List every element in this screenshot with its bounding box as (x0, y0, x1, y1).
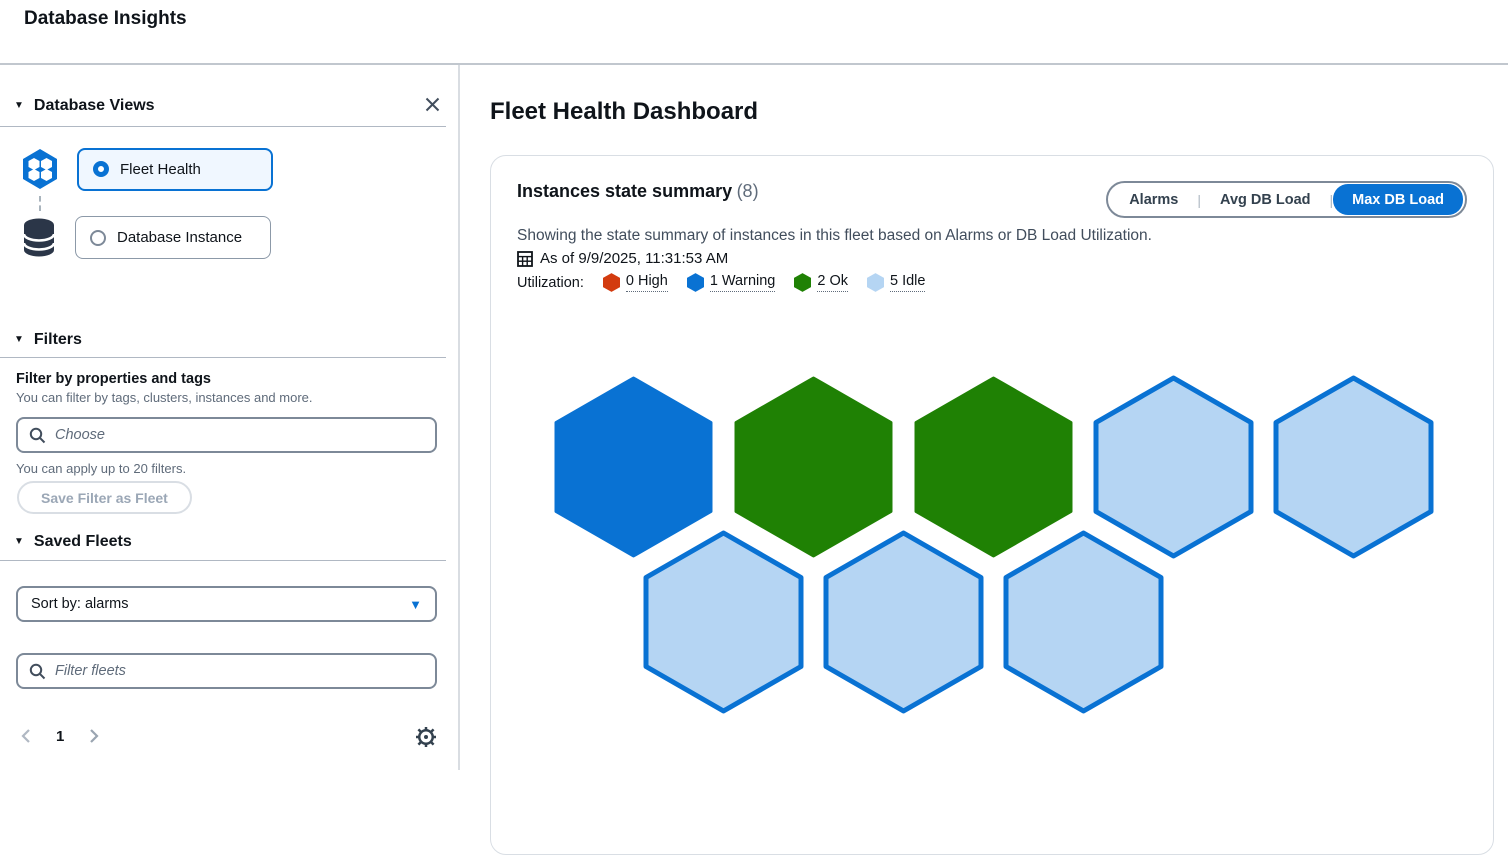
current-page[interactable]: 1 (56, 727, 65, 745)
save-filter-as-fleet-button[interactable]: Save Filter as Fleet (17, 481, 192, 514)
instance-hexagon-idle[interactable] (823, 530, 984, 714)
database-views-header: ▼ Database Views (14, 93, 444, 119)
filter-properties-label: Filter by properties and tags (16, 371, 211, 387)
instance-hexagon-idle[interactable] (643, 530, 804, 714)
legend-label: 5 Idle (890, 273, 926, 292)
legend-item-warning[interactable]: 1 Warning (686, 273, 776, 292)
views-options: Fleet Health Database Instance (20, 147, 273, 259)
instance-count-badge: (8) (736, 181, 759, 201)
saved-fleets-header: ▼ Saved Fleets (14, 533, 132, 551)
filters-title: Filters (33, 331, 82, 348)
next-page-button[interactable] (84, 725, 104, 747)
main-content: Fleet Health Dashboard Instances state s… (462, 65, 1508, 855)
section-divider (0, 126, 446, 127)
close-panel-button[interactable] (421, 93, 444, 119)
fleet-filter-box[interactable] (16, 653, 437, 689)
tab-divider: | (1197, 191, 1202, 208)
chevron-down-icon: ▼ (409, 596, 422, 612)
tab-alarms[interactable]: Alarms (1110, 185, 1197, 214)
database-icon (22, 218, 56, 256)
instance-hexagon-idle[interactable] (1003, 530, 1164, 714)
saved-fleets-title: Saved Fleets (33, 533, 132, 550)
dashboard-title: Fleet Health Dashboard (490, 98, 759, 125)
instance-hexagon-idle[interactable] (1093, 375, 1254, 559)
collapse-triangle-icon[interactable]: ▼ (14, 334, 24, 345)
fleet-health-radio[interactable] (93, 161, 109, 177)
top-bar: Database Insights (0, 0, 1508, 63)
database-instance-option[interactable]: Database Instance (75, 216, 271, 259)
legend-label: 1 Warning (709, 273, 776, 292)
legend-item-high[interactable]: 0 High (602, 273, 668, 292)
database-views-title: Database Views (33, 97, 155, 114)
filter-choose-box[interactable] (16, 417, 437, 453)
section-divider (0, 560, 446, 561)
card-title: Instances state summary (517, 181, 733, 201)
legend-item-ok[interactable]: 2 Ok (794, 273, 848, 292)
sidebar: ▼ Database Views Fleet Health (0, 65, 460, 770)
instance-hexagon-ok[interactable] (734, 376, 893, 558)
utilization-row: Utilization: 0 High 1 Warning 2 Ok 5 Idle (517, 273, 1493, 292)
section-divider (0, 357, 446, 358)
collapse-triangle-icon[interactable]: ▼ (14, 100, 24, 111)
instance-hexagon-ok[interactable] (914, 376, 1073, 558)
card-title-group: Instances state summary (8) (517, 181, 759, 202)
legend-label: 2 Ok (817, 273, 848, 292)
pagination: 1 (16, 725, 104, 747)
filter-hint: You can apply up to 20 filters. (16, 461, 187, 476)
instance-hexagon-idle[interactable] (1273, 375, 1434, 559)
tab-divider: | (1329, 191, 1334, 208)
chevron-right-icon (90, 729, 99, 743)
utilization-legend: 0 High 1 Warning 2 Ok 5 Idle (602, 273, 926, 292)
collapse-triangle-icon[interactable]: ▼ (14, 536, 24, 547)
instances-state-summary-card: Instances state summary (8) Alarms | Avg D… (490, 155, 1494, 855)
fleet-health-label: Fleet Health (120, 160, 201, 178)
fleet-icon (23, 149, 57, 189)
previous-page-button[interactable] (16, 725, 36, 747)
search-icon (29, 663, 46, 679)
fleet-filter-input[interactable] (55, 663, 424, 679)
sort-by-value: Sort by: alarms (31, 596, 129, 612)
chevron-left-icon (21, 729, 30, 743)
header-divider (0, 63, 1508, 65)
hex-grid (554, 375, 1434, 714)
search-icon (29, 427, 46, 443)
legend-hexagon-icon (686, 273, 704, 292)
as-of-row: As of 9/9/2025, 11:31:53 AM (517, 250, 1493, 267)
sort-by-select[interactable]: Sort by: alarms ▼ (16, 586, 437, 622)
database-instance-radio[interactable] (90, 229, 106, 246)
settings-button[interactable] (415, 726, 437, 750)
database-instance-label: Database Instance (117, 229, 243, 246)
fleet-health-option[interactable]: Fleet Health (77, 147, 273, 191)
tab-max-db-load[interactable]: Max DB Load (1333, 184, 1463, 215)
utilization-label: Utilization: (517, 274, 584, 291)
filter-choose-input[interactable] (55, 427, 424, 443)
close-icon (425, 97, 440, 112)
table-grid-icon (517, 250, 533, 267)
legend-item-idle[interactable]: 5 Idle (867, 273, 926, 292)
instance-hexagon-warning[interactable] (554, 376, 713, 558)
as-of-timestamp: As of 9/9/2025, 11:31:53 AM (540, 250, 729, 267)
page-title: Database Insights (24, 8, 187, 29)
load-metric-tabs: Alarms | Avg DB Load | Max DB Load (1106, 181, 1467, 218)
tab-avg-db-load[interactable]: Avg DB Load (1201, 185, 1330, 214)
filters-header: ▼ Filters (14, 331, 82, 349)
connector-line (39, 196, 41, 211)
legend-label: 0 High (625, 273, 668, 292)
legend-hexagon-icon (867, 273, 884, 292)
card-description: Showing the state summary of instances i… (517, 227, 1152, 244)
legend-hexagon-icon (794, 273, 812, 292)
gear-icon (415, 726, 437, 748)
legend-hexagon-icon (602, 273, 620, 292)
filter-properties-description: You can filter by tags, clusters, instan… (16, 390, 313, 405)
